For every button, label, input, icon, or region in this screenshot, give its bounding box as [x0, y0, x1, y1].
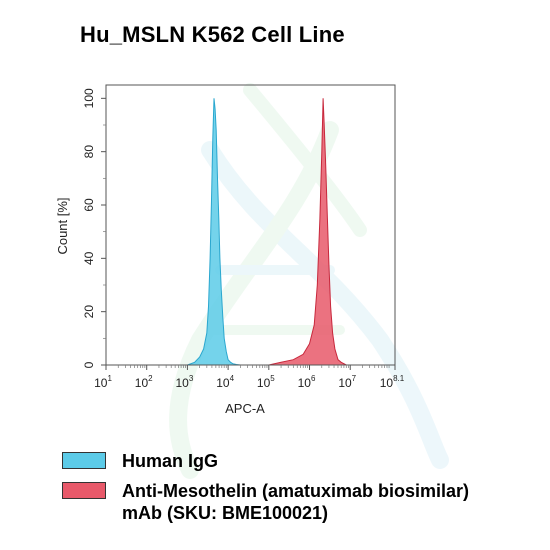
- x-tick-label: 101: [94, 374, 112, 390]
- x-tick-label: 108.1: [380, 374, 405, 390]
- legend-label-anti-mesothelin: Anti-Mesothelin (amatuximab biosimilar) …: [122, 481, 470, 523]
- plot-frame: [105, 84, 396, 366]
- x-axis-title: APC-A: [225, 401, 265, 416]
- legend-item-human-igg: Human IgG: [62, 450, 542, 472]
- x-tick-label: 103: [176, 374, 194, 390]
- chart-title: Hu_MSLN K562 Cell Line: [80, 22, 345, 47]
- x-tick-label: 106: [298, 374, 316, 390]
- y-tick-label: 60: [82, 198, 96, 212]
- x-tick-label: 107: [338, 374, 356, 390]
- y-tick-label: 0: [82, 361, 96, 368]
- y-tick-label: 100: [82, 88, 96, 108]
- plot-area: [187, 98, 347, 366]
- x-tick-label: 104: [216, 374, 234, 390]
- legend-label-human-igg: Human IgG: [122, 451, 219, 471]
- series-area-human-igg: [187, 98, 241, 366]
- legend-item-anti-mesothelin: Anti-Mesothelin (amatuximab biosimilar) …: [62, 480, 542, 524]
- x-tick-label: 105: [257, 374, 275, 390]
- legend: Human IgG Anti-Mesothelin (amatuximab bi…: [62, 450, 542, 532]
- y-tick-label: 40: [82, 251, 96, 265]
- legend-swatch-human-igg: [62, 452, 106, 469]
- axes: 101 102 103 104 105 106 107 108.1 0 20 40 60 80 100: [82, 84, 405, 390]
- series-area-anti-mesothelin: [268, 98, 347, 366]
- y-tick-label: 80: [82, 145, 96, 159]
- y-axis-title: Count [%]: [55, 197, 70, 254]
- x-tick-label: 102: [135, 374, 153, 390]
- y-tick-label: 20: [82, 305, 96, 319]
- legend-swatch-anti-mesothelin: [62, 482, 106, 499]
